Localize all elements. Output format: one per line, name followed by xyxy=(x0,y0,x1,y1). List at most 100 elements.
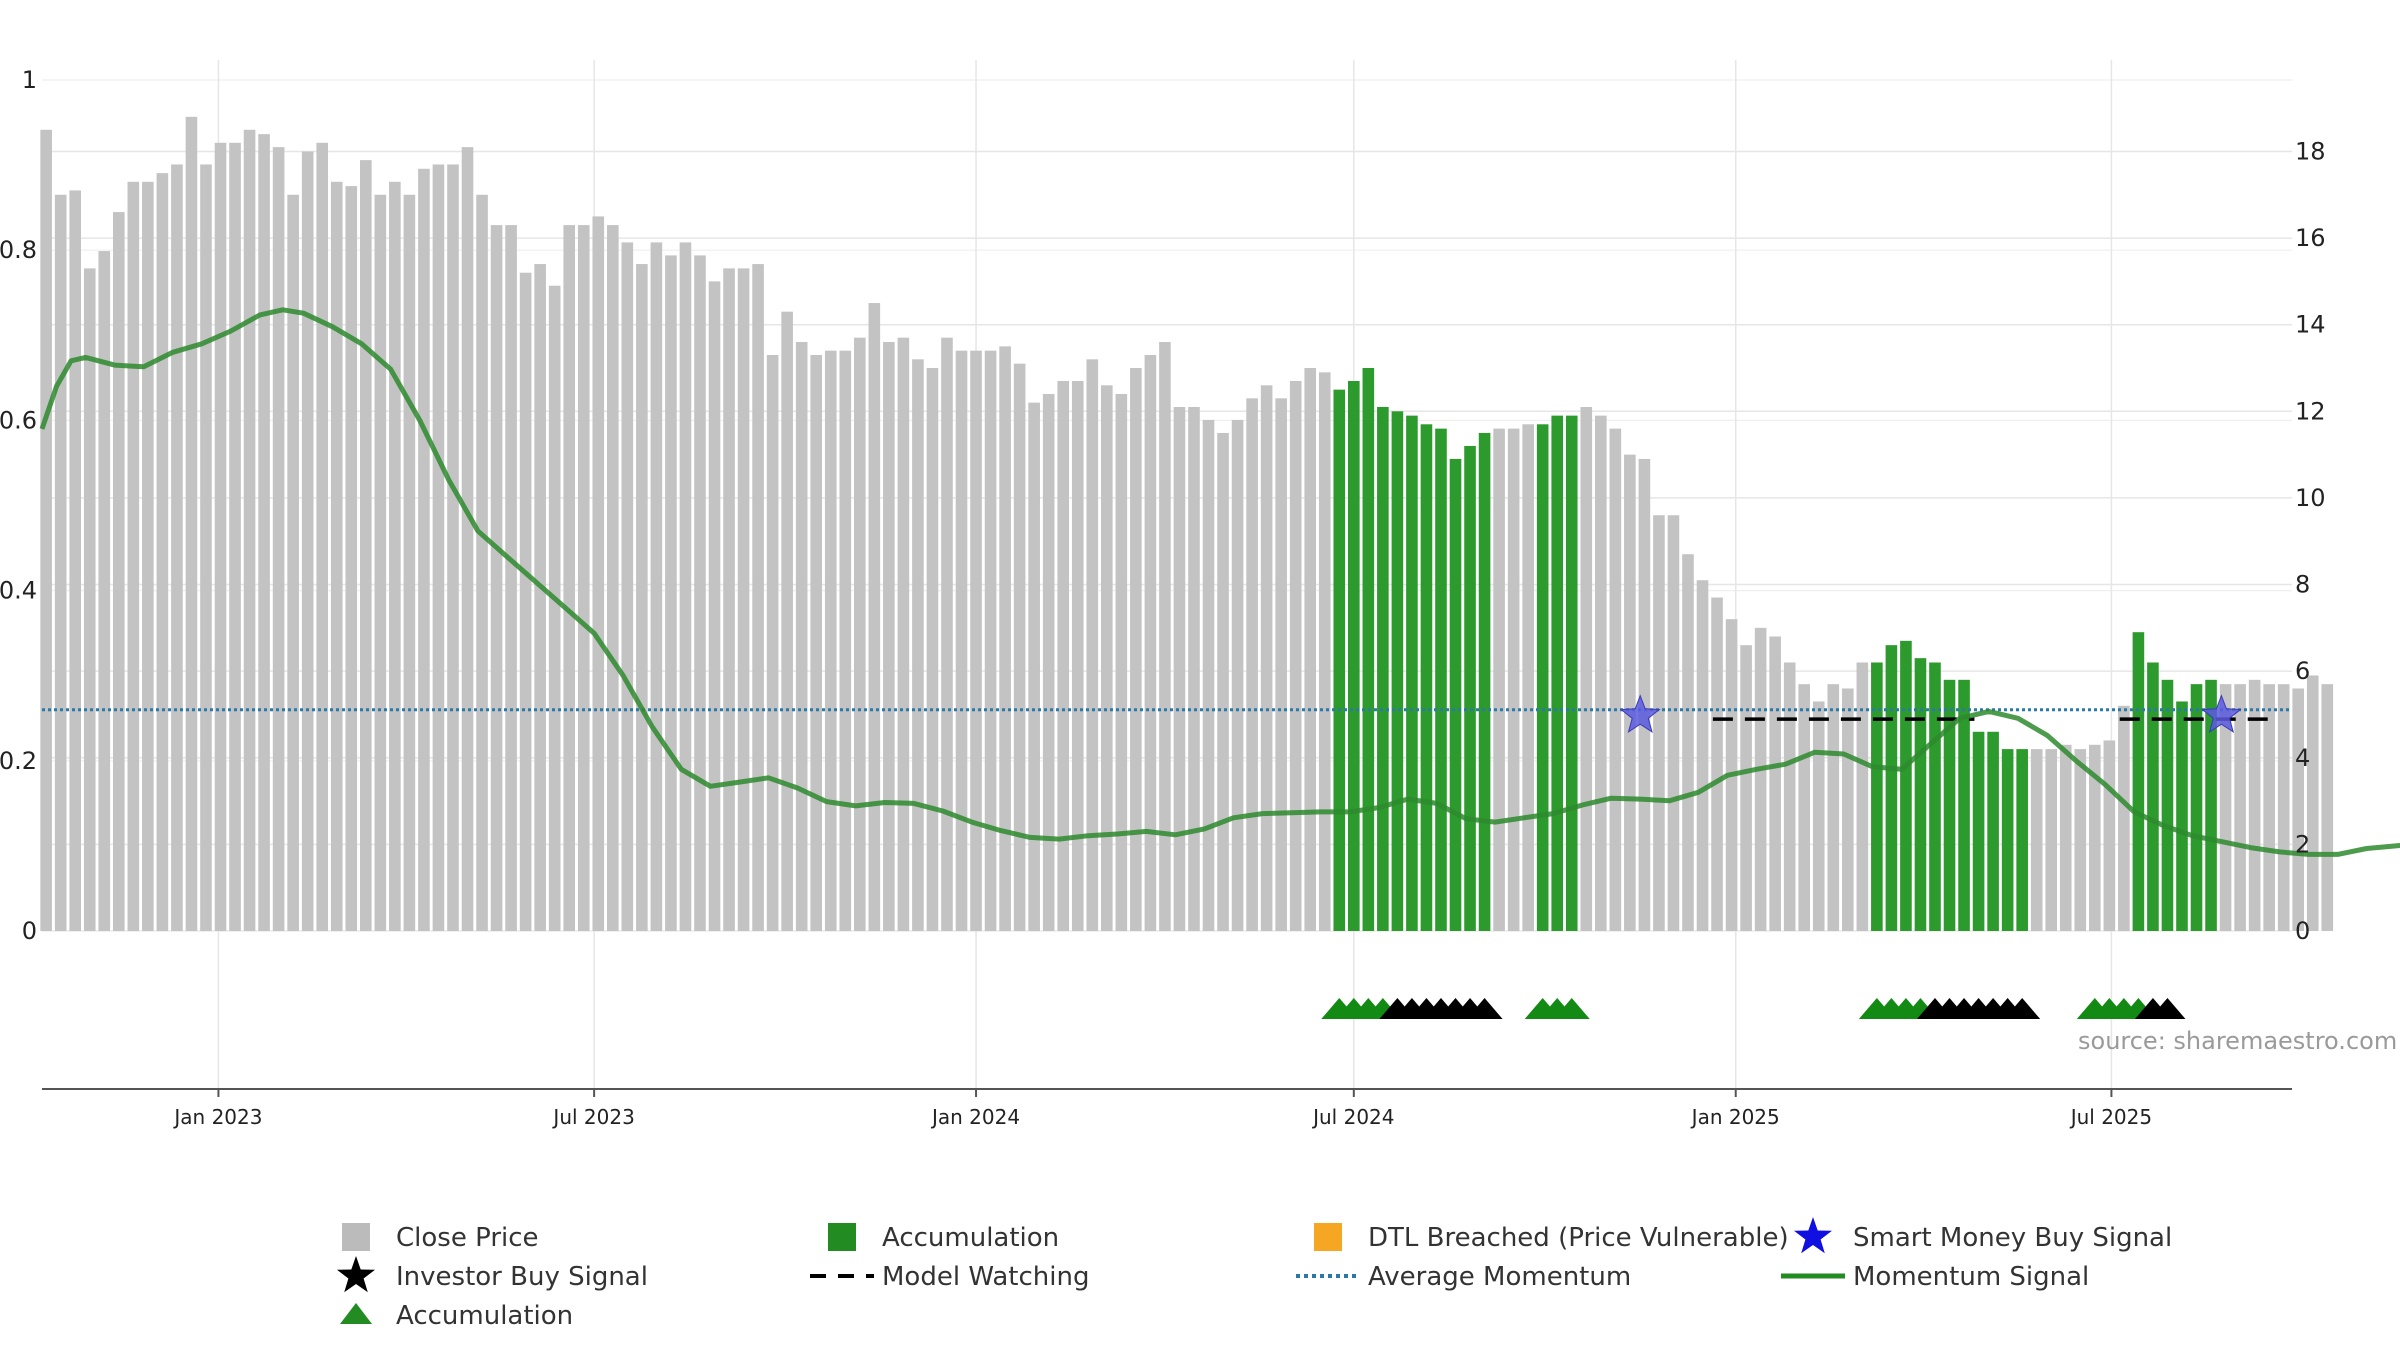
close-price-bar xyxy=(592,216,605,931)
close-price-bar xyxy=(1856,662,1869,931)
accumulation-bar xyxy=(1943,679,1956,931)
close-price-bar xyxy=(650,242,663,931)
close-price-bar xyxy=(2248,679,2261,931)
close-price-bar xyxy=(1304,367,1317,932)
close-price-bar xyxy=(374,194,387,932)
y-right-tick-label: 2 xyxy=(2295,830,2310,858)
legend-item: Model Watching xyxy=(810,1262,1089,1292)
accumulation-bar xyxy=(1871,662,1883,931)
close-price-bar xyxy=(636,264,648,931)
accumulation-bar xyxy=(1449,458,1462,931)
legend-item: Accumulation xyxy=(340,1301,573,1331)
accumulation-bar xyxy=(1565,415,1578,932)
close-price-bar xyxy=(824,350,837,931)
y-right-tick-label: 4 xyxy=(2295,744,2310,772)
y-right-tick-label: 0 xyxy=(2295,917,2310,945)
close-price-bar xyxy=(200,164,212,931)
close-price-bar xyxy=(2089,744,2101,931)
close-price-bar xyxy=(345,186,358,932)
close-price-bar xyxy=(389,181,401,931)
close-price-bar xyxy=(447,164,459,931)
close-price-bar xyxy=(1842,688,1854,931)
close-price-bar xyxy=(766,355,779,931)
investor-marker-triangle xyxy=(2149,998,2186,1019)
close-price-bar xyxy=(2306,675,2319,931)
y-right-tick-label: 10 xyxy=(2295,484,2326,512)
legend-item: Smart Money Buy Signal xyxy=(1794,1217,2172,1254)
legend-symbol-square xyxy=(342,1223,370,1251)
legend-symbol-star xyxy=(1794,1217,1832,1254)
close-price-bar xyxy=(810,355,823,931)
close-price-bar xyxy=(40,129,52,931)
close-price-bar xyxy=(2219,684,2232,931)
close-price-bar xyxy=(1318,372,1331,931)
close-price-bar xyxy=(1260,385,1273,931)
close-price-bar xyxy=(2059,744,2072,931)
close-price-bar xyxy=(142,181,154,931)
legend-item: Accumulation xyxy=(828,1223,1059,1253)
markers-layer: source: sharemaestro.com xyxy=(1321,694,2397,1055)
close-price-bar xyxy=(970,350,982,931)
close-price-bar xyxy=(984,350,997,931)
close-price-bar xyxy=(490,225,503,931)
close-price-bar xyxy=(1595,415,1607,932)
close-price-bar xyxy=(1188,406,1200,931)
close-price-bar xyxy=(258,134,270,931)
close-price-bar xyxy=(461,147,474,932)
close-price-bar xyxy=(287,194,299,932)
close-price-bar xyxy=(1246,398,1258,931)
accumulation-bar xyxy=(2132,632,2145,931)
close-price-bar xyxy=(301,151,314,931)
legend-symbol-triangle xyxy=(340,1303,372,1324)
accumulation-bar xyxy=(1435,428,1447,931)
legend-label: Close Price xyxy=(396,1223,539,1253)
legend-label: Smart Money Buy Signal xyxy=(1853,1223,2172,1253)
legend-symbol-square xyxy=(1314,1223,1342,1251)
close-price-bar xyxy=(1711,597,1723,931)
close-price-bar xyxy=(679,242,692,931)
x-tick-label: Jan 2023 xyxy=(172,1105,262,1129)
accumulation-bar xyxy=(1420,424,1433,931)
close-price-bar xyxy=(563,225,576,931)
close-price-bar xyxy=(1159,342,1171,932)
close-price-bar xyxy=(2103,740,2116,931)
y-left-tick-label: 0.2 xyxy=(0,747,37,775)
close-price-bar xyxy=(2118,705,2130,931)
accumulation-bar xyxy=(2001,749,2014,931)
close-price-bar xyxy=(2321,684,2334,931)
close-price-bar xyxy=(2234,684,2246,931)
close-price-bar xyxy=(1827,684,1840,931)
close-price-bar xyxy=(418,168,430,931)
close-price-bar xyxy=(897,337,910,931)
accumulation-bar xyxy=(1987,731,1999,931)
y-right-tick-label: 14 xyxy=(2295,311,2326,339)
legend-label: Model Watching xyxy=(882,1262,1089,1292)
close-price-bar xyxy=(2277,684,2290,931)
close-price-bar xyxy=(214,142,227,931)
close-price-bar xyxy=(519,272,532,931)
close-price-bar xyxy=(883,342,895,932)
close-price-bar xyxy=(1144,355,1157,931)
close-price-bar xyxy=(723,268,735,932)
legend-item: Momentum Signal xyxy=(1781,1262,2089,1292)
legend-item: DTL Breached (Price Vulnerable) xyxy=(1314,1223,1789,1253)
legend-item: Investor Buy Signal xyxy=(337,1256,648,1293)
close-price-bar xyxy=(1638,458,1651,931)
bars-layer xyxy=(40,116,2334,932)
close-price-bar xyxy=(1086,359,1099,931)
close-price-bar xyxy=(577,225,590,931)
accumulation-bar xyxy=(2205,679,2217,931)
legend-symbol-square xyxy=(828,1223,856,1251)
close-price-bar xyxy=(926,367,939,932)
y-right-tick-label: 6 xyxy=(2295,657,2310,685)
close-price-bar xyxy=(1013,363,1026,932)
close-price-bar xyxy=(1042,393,1055,931)
lines-layer xyxy=(39,307,2400,857)
close-price-bar xyxy=(1653,515,1665,931)
close-price-bar xyxy=(185,116,198,931)
close-price-bar xyxy=(1173,406,1186,931)
legend-symbol-star xyxy=(337,1256,375,1293)
close-price-bar xyxy=(1682,554,1694,931)
close-price-bar xyxy=(171,164,183,931)
